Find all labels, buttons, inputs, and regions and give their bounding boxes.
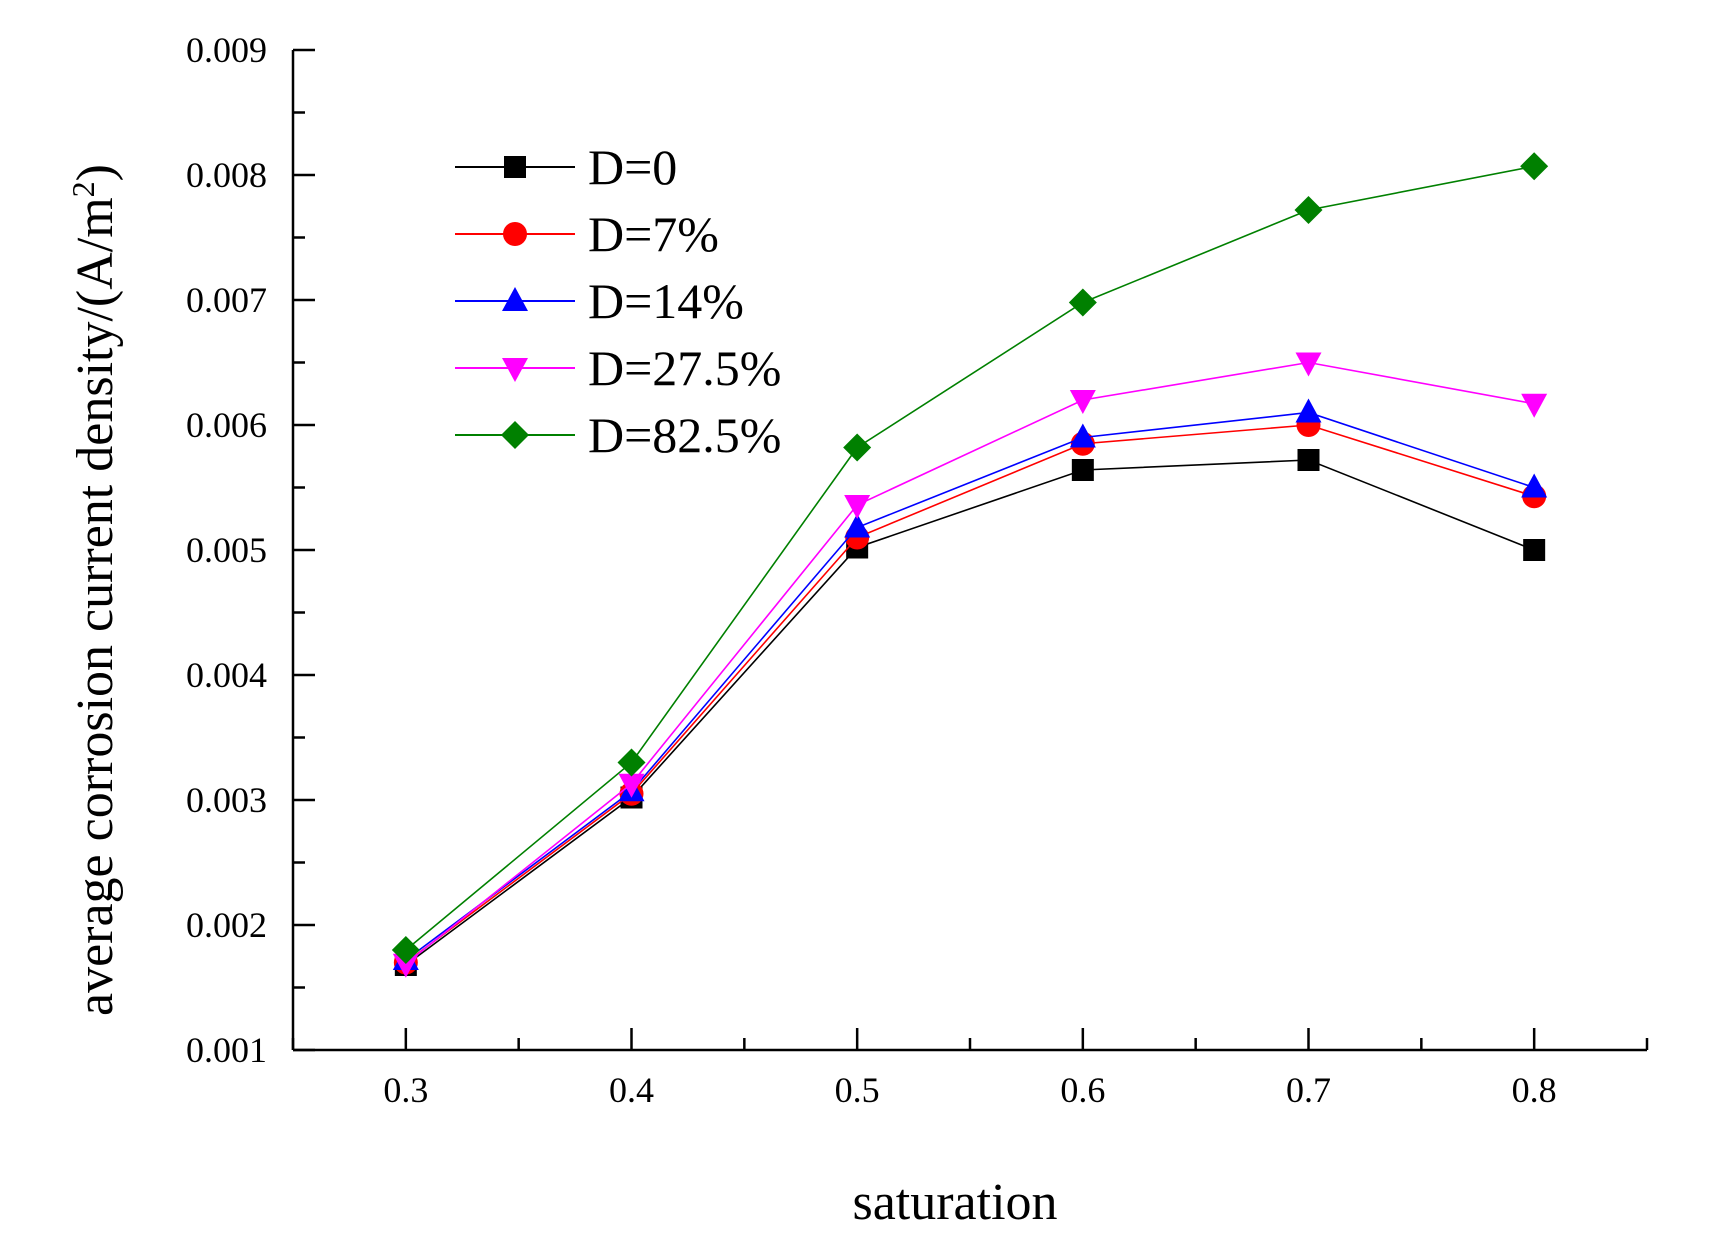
- legend-label: D=0: [588, 139, 677, 195]
- series-4: [391, 152, 1549, 964]
- y-tick-label: 0.001: [186, 1030, 267, 1070]
- x-tick-label: 0.6: [1060, 1070, 1105, 1110]
- series-line: [405, 411, 1535, 961]
- data-point: [1069, 390, 1096, 414]
- x-tick-label: 0.8: [1512, 1070, 1557, 1110]
- y-axis-title-main: average corrosion current density/(A/m: [67, 197, 124, 1016]
- data-point: [1297, 449, 1320, 471]
- series-line: [405, 459, 1535, 966]
- y-axis-title-end: ): [67, 164, 124, 181]
- series-layer: [391, 152, 1549, 978]
- series-line: [405, 424, 1535, 964]
- legend-marker: [502, 358, 528, 382]
- series-line: [405, 361, 1535, 965]
- x-tick-label: 0.4: [609, 1070, 654, 1110]
- data-point: [1520, 152, 1549, 181]
- series-2: [392, 398, 1548, 970]
- legend-item: D=14%: [455, 273, 744, 329]
- legend-item: D=82.5%: [455, 407, 781, 463]
- data-point: [844, 495, 871, 519]
- y-tick-label: 0.005: [186, 530, 267, 570]
- data-point: [392, 953, 419, 978]
- data-point: [391, 936, 420, 964]
- legend: D=0 D=7% D=14% D=27.5% D=82.5%: [455, 139, 781, 463]
- data-point: [844, 513, 871, 538]
- series-line: [405, 165, 1535, 951]
- legend-label: D=27.5%: [588, 340, 781, 396]
- data-point: [1295, 398, 1322, 423]
- y-axis-title-superscript: 2: [65, 181, 101, 197]
- legend-label: D=82.5%: [588, 407, 781, 463]
- legend-label: D=14%: [588, 273, 744, 329]
- svg-text:average corrosion current dens: average corrosion current density/(A/m2): [65, 164, 124, 1016]
- axes: 0.001 0.002 0.003 0.004 0.005 0.006 0.007 0.008…: [186, 30, 1649, 1110]
- x-tick-label: 0.3: [383, 1070, 428, 1110]
- data-point: [618, 773, 645, 798]
- data-point: [843, 433, 872, 462]
- x-tick-label: 0.5: [835, 1070, 880, 1110]
- y-tick-label: 0.007: [186, 280, 267, 320]
- data-point: [1071, 459, 1094, 481]
- legend-marker: [503, 222, 527, 246]
- data-point: [1521, 473, 1548, 498]
- series-0: [394, 449, 1546, 976]
- x-axis-title: saturation: [852, 1174, 1057, 1231]
- legend-marker: [501, 421, 529, 449]
- y-tick-label: 0.009: [186, 30, 267, 70]
- y-tick-label: 0.008: [186, 155, 267, 195]
- data-point: [1523, 539, 1546, 561]
- data-point: [1069, 423, 1096, 448]
- data-point: [1068, 288, 1097, 317]
- legend-item: D=27.5%: [455, 340, 781, 396]
- data-point: [1521, 393, 1548, 418]
- data-point: [617, 748, 646, 777]
- legend-item: D=0: [455, 139, 677, 195]
- legend-label: D=7%: [588, 206, 719, 262]
- y-tick-label: 0.002: [186, 905, 267, 945]
- y-axis-title: average corrosion current density/(A/m2): [65, 164, 124, 1016]
- x-tick-label: 0.7: [1286, 1070, 1331, 1110]
- y-tick-label: 0.003: [186, 780, 267, 820]
- data-point: [1294, 196, 1323, 224]
- y-tick-label: 0.006: [186, 405, 267, 445]
- series-1: [393, 413, 1547, 975]
- series-3: [392, 352, 1548, 978]
- legend-marker: [502, 287, 528, 311]
- data-point: [1295, 352, 1322, 377]
- legend-marker: [504, 156, 526, 178]
- legend-item: D=7%: [455, 206, 719, 262]
- y-tick-label: 0.004: [186, 655, 267, 695]
